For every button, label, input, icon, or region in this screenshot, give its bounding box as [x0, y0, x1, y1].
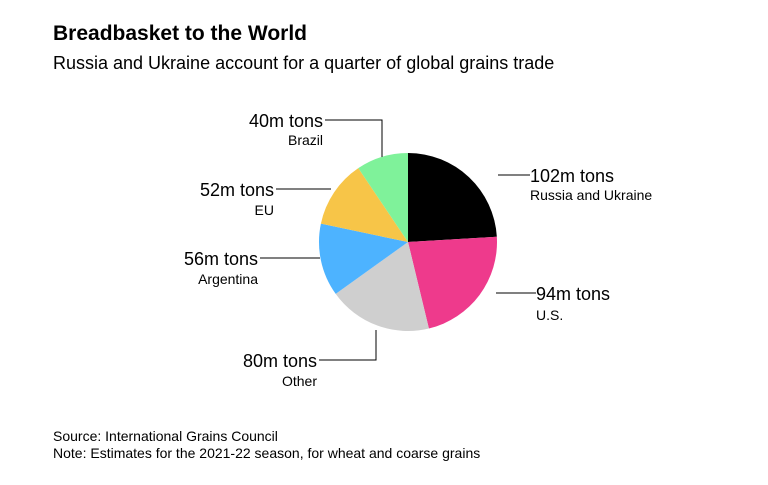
- slice-name-label-1: U.S.: [536, 307, 563, 323]
- slice-name-label-2: Other: [282, 373, 317, 389]
- slice-value-label-2: 80m tons: [243, 351, 317, 371]
- chart-title: Breadbasket to the World: [53, 22, 307, 45]
- slice-name-label-0: Russia and Ukraine: [530, 187, 652, 203]
- slice-value-label-0: 102m tons: [530, 166, 614, 186]
- pie-slice-5: [358, 153, 408, 242]
- slice-value-label-1: 94m tons: [536, 284, 610, 304]
- slice-name-label-3: Argentina: [198, 271, 258, 287]
- footnote: Note: Estimates for the 2021-22 season, …: [53, 445, 481, 461]
- pie-slice-2: [335, 242, 429, 331]
- chart-subtitle: Russia and Ukraine account for a quarter…: [53, 53, 555, 73]
- pie-slice-1: [408, 236, 497, 329]
- leader-line-2: [319, 330, 377, 361]
- slice-value-label-4: 52m tons: [200, 180, 274, 200]
- slice-name-label-5: Brazil: [288, 132, 323, 148]
- slice-name-label-4: EU: [255, 202, 274, 218]
- pie-slice-0: [408, 153, 497, 242]
- slice-value-label-5: 40m tons: [249, 111, 323, 131]
- source-note: Source: International Grains Council: [53, 428, 278, 444]
- pie-slice-3: [319, 223, 408, 294]
- slice-value-label-3: 56m tons: [184, 249, 258, 269]
- pie-slice-4: [320, 168, 408, 242]
- leader-line-5: [325, 119, 383, 157]
